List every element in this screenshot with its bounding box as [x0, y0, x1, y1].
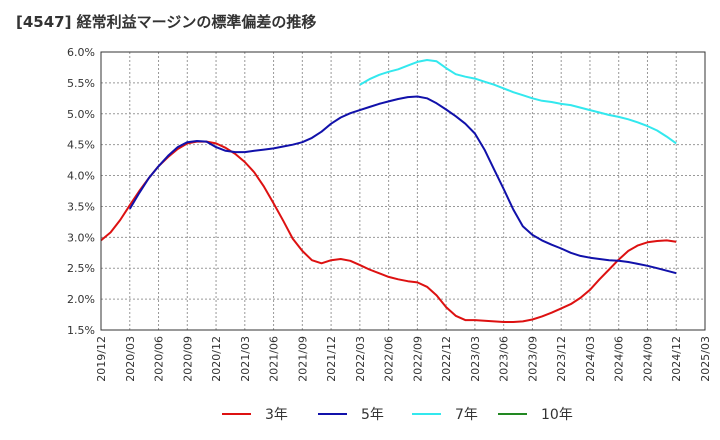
plot-area-border	[100, 51, 706, 331]
x-tick-label: 2020/09	[181, 336, 194, 382]
x-tick-label: 2021/06	[268, 336, 281, 382]
y-tick-label: 6.0%	[67, 46, 95, 59]
x-tick-label: 2024/03	[584, 336, 597, 382]
legend-label-0: 3年	[265, 407, 288, 423]
x-tick-label: 2020/12	[210, 336, 223, 382]
x-tick-label: 2021/03	[239, 336, 252, 382]
series-lines	[100, 59, 677, 323]
x-tick-label: 2024/09	[641, 336, 654, 382]
x-tick-label: 2020/03	[124, 336, 137, 382]
x-tick-label: 2022/03	[354, 336, 367, 382]
x-tick-label: 2022/09	[411, 336, 424, 382]
legend-label-3: 10年	[541, 407, 573, 423]
x-axis-ticks: 2019/12 2020/03 2020/06 2020/09 2020/12 2021/…	[95, 336, 712, 382]
y-tick-label: 2.5%	[67, 262, 95, 275]
y-tick-label: 4.0%	[67, 170, 95, 183]
legend-label-2: 7年	[455, 407, 478, 423]
y-axis-ticks: 1.5% 2.0% 2.5% 3.0% 3.5% 4.0% 4.5% 5.0% 5.5% 6.0%	[67, 46, 95, 337]
x-tick-label: 2024/12	[670, 336, 683, 382]
series-line-1	[128, 95, 677, 275]
x-tick-label: 2024/06	[613, 336, 626, 382]
plot-area-background	[101, 52, 705, 330]
y-tick-label: 2.0%	[67, 293, 95, 306]
series-line-2	[359, 59, 677, 145]
y-tick-label: 1.5%	[67, 324, 95, 337]
x-tick-label: 2021/09	[296, 336, 309, 382]
x-tick-label: 2023/03	[469, 336, 482, 382]
y-tick-label: 5.5%	[67, 77, 95, 90]
x-tick-label: 2022/06	[383, 336, 396, 382]
y-tick-label: 4.5%	[67, 139, 95, 152]
y-tick-label: 3.5%	[67, 200, 95, 213]
x-tick-label: 2020/06	[153, 336, 166, 382]
x-tick-label: 2019/12	[95, 336, 108, 382]
x-tick-label: 2023/12	[555, 336, 568, 382]
chart-title: [4547] 経常利益マージンの標準偏差の推移	[16, 13, 317, 31]
x-tick-label: 2023/09	[526, 336, 539, 382]
y-tick-label: 5.0%	[67, 108, 95, 121]
x-tick-label: 2022/12	[440, 336, 453, 382]
x-tick-label: 2021/12	[325, 336, 338, 382]
x-tick-label: 2023/06	[498, 336, 511, 382]
y-tick-label: 3.0%	[67, 231, 95, 244]
legend-label-1: 5年	[361, 407, 384, 423]
legend: 3年 5年 7年 10年	[222, 407, 573, 423]
x-tick-label: 2025/03	[699, 336, 712, 382]
